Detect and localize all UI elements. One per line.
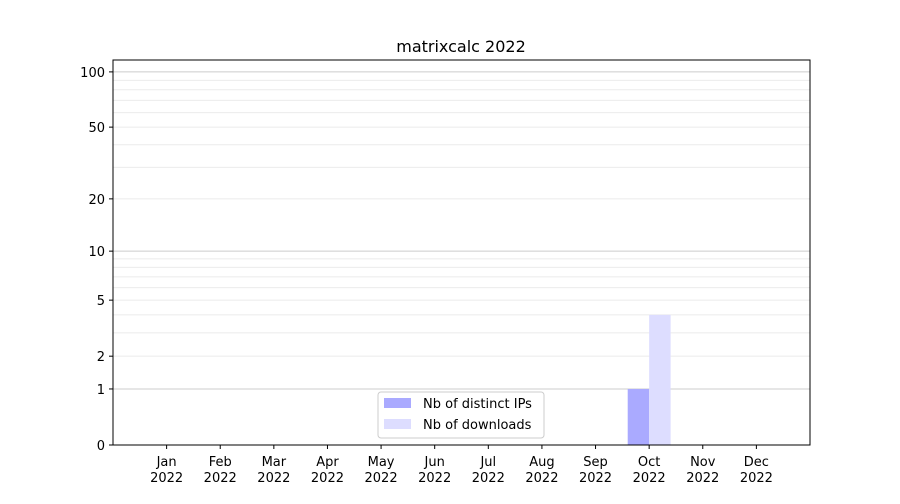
x-tick-label: Nov 2022	[686, 455, 719, 486]
bar-distinct-ips	[627, 388, 650, 445]
y-tick-label: 50	[88, 121, 105, 136]
legend-swatch	[384, 419, 411, 429]
x-tick-label: Aug 2022	[525, 455, 558, 486]
x-tick-label: Jun 2022	[418, 455, 451, 486]
y-tick-label: 2	[97, 350, 105, 365]
legend-label: Nb of distinct IPs	[423, 397, 532, 412]
legend-swatch	[384, 398, 411, 408]
x-tick-label: Sep 2022	[579, 455, 612, 486]
legend-label: Nb of downloads	[423, 418, 532, 433]
x-tick-label: Mar 2022	[257, 455, 290, 486]
y-tick-label: 100	[80, 66, 105, 81]
y-tick-label: 0	[97, 439, 105, 454]
y-tick-label: 10	[88, 245, 105, 260]
bar-downloads	[649, 314, 671, 445]
plot-frame	[112, 59, 811, 446]
x-tick-label: Apr 2022	[311, 455, 344, 486]
x-tick-label: Dec 2022	[740, 455, 773, 486]
chart-title: matrixcalc 2022	[396, 37, 526, 56]
legend: Nb of distinct IPs Nb of downloads	[377, 391, 545, 439]
x-tick-label: May 2022	[365, 455, 398, 486]
legend-box	[377, 391, 545, 439]
y-tick-label: 5	[97, 294, 105, 309]
x-tick-label: Feb 2022	[204, 455, 237, 486]
y-tick-label: 20	[88, 193, 105, 208]
x-tick-label: Oct 2022	[633, 455, 666, 486]
x-tick-label: Jul 2022	[472, 455, 505, 486]
y-tick-label: 1	[97, 383, 105, 398]
x-tick-label: Jan 2022	[150, 455, 183, 486]
